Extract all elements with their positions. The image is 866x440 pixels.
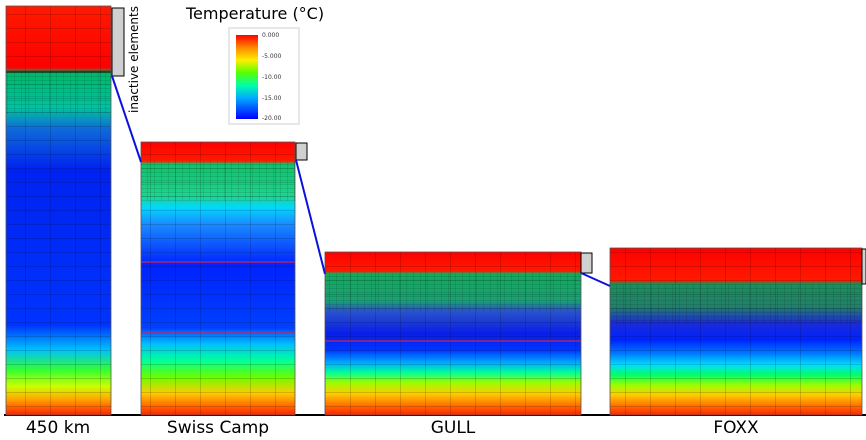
column-foxx-mesh <box>610 248 862 415</box>
column-450km-frame <box>5 5 112 416</box>
column-label-gull: GULL <box>430 418 476 438</box>
legend-colorbar <box>236 35 258 119</box>
column-foxx-frame <box>609 247 863 416</box>
connector-3 <box>580 272 611 287</box>
figure-title: Temperature (°C) <box>186 4 325 23</box>
column-gull-fine-mesh <box>325 273 581 311</box>
column-foxx-inactive-marker <box>861 248 866 285</box>
column-gull <box>324 251 593 416</box>
column-swiss-camp <box>140 141 308 416</box>
legend-tick-1: -5.000 <box>262 53 282 60</box>
legend-tick-4: -20.00 <box>262 115 282 122</box>
column-swiss-camp-fine-mesh <box>141 161 295 201</box>
connector-1 <box>111 75 142 163</box>
column-gull-frame <box>324 251 582 416</box>
legend-tick-0: 0.000 <box>262 32 280 39</box>
column-swiss-camp-inactive-marker <box>295 142 308 161</box>
inactive-elements-label: inactive elements <box>127 6 141 113</box>
column-450km-inactive-marker <box>111 7 125 77</box>
legend-tick-2: -10.00 <box>262 74 282 81</box>
legend-tick-3: -15.00 <box>262 95 282 102</box>
column-450km-mesh <box>6 6 111 415</box>
column-450km <box>5 5 125 416</box>
column-label-450km: 450 km <box>25 418 91 438</box>
connector-2 <box>295 159 326 275</box>
column-450km-fine-mesh <box>6 72 111 114</box>
column-foxx-fine-mesh <box>610 284 862 324</box>
column-gull-inactive-marker <box>580 252 593 274</box>
column-swiss-camp-frame <box>140 141 296 416</box>
legend <box>228 27 300 125</box>
column-label-swiss-camp: Swiss Camp <box>166 418 270 438</box>
column-foxx <box>609 247 866 416</box>
column-label-foxx: FOXX <box>713 418 759 438</box>
